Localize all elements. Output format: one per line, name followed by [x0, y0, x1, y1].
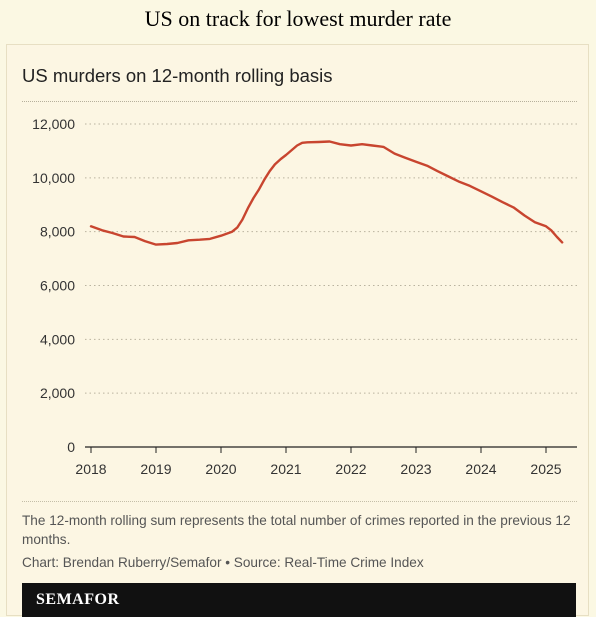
x-tick-label: 2023 — [400, 461, 431, 477]
y-tick-label: 10,000 — [32, 170, 75, 186]
brand-bar: SEMAFOR — [22, 583, 576, 617]
credit-line: Chart: Brendan Ruberry/Semafor • Source:… — [22, 555, 424, 570]
x-tick-label: 2024 — [465, 461, 496, 477]
x-tick-label: 2025 — [530, 461, 561, 477]
y-tick-label: 6,000 — [40, 278, 75, 294]
series-line — [89, 140, 564, 246]
y-tick-label: 4,000 — [40, 331, 75, 347]
footnote-divider — [22, 501, 577, 502]
y-tick-label: 0 — [67, 439, 75, 455]
y-tick-label: 2,000 — [40, 385, 75, 401]
chart-card: US murders on 12-month rolling basis 0 2,… — [6, 44, 589, 617]
x-tick-label: 2018 — [75, 461, 106, 477]
title-divider — [22, 101, 577, 102]
x-tick-label: 2019 — [140, 461, 171, 477]
gridlines — [85, 123, 577, 394]
brand-logo: SEMAFOR — [36, 591, 120, 608]
chart-title: US murders on 12-month rolling basis — [22, 65, 333, 86]
page-title: US on track for lowest murder rate — [144, 6, 452, 31]
x-tick-label: 2021 — [270, 461, 301, 477]
x-axis: 2018 2019 2020 2021 2022 2023 2024 2025 — [75, 446, 577, 477]
x-tick-label: 2020 — [205, 461, 236, 477]
x-tick-label: 2022 — [335, 461, 366, 477]
footnote: The 12-month rolling sum represents the … — [22, 513, 571, 547]
y-axis: 0 2,000 4,000 6,000 8,000 10,000 12,000 — [32, 116, 75, 455]
y-tick-label: 12,000 — [32, 116, 75, 132]
y-tick-label: 8,000 — [40, 224, 75, 240]
